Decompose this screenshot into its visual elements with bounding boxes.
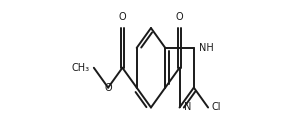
Text: CH₃: CH₃ xyxy=(72,63,90,73)
Text: O: O xyxy=(119,12,126,22)
Text: O: O xyxy=(176,12,183,22)
Text: N: N xyxy=(185,103,192,112)
Text: Cl: Cl xyxy=(212,103,221,112)
Text: O: O xyxy=(104,83,112,93)
Text: NH: NH xyxy=(199,43,213,53)
